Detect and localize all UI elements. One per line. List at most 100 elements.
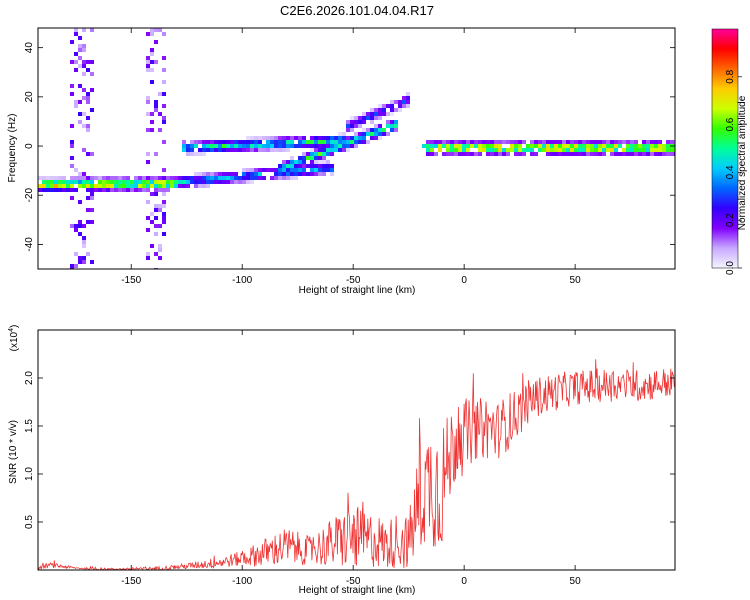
spectrogram-cell xyxy=(302,152,306,156)
spectrogram-cell xyxy=(506,140,510,144)
y-tick-label: 1.5 xyxy=(24,419,35,433)
spectrogram-cell xyxy=(534,144,538,148)
spectrogram-cell xyxy=(290,140,294,144)
spectrogram-cell xyxy=(582,152,586,156)
spectrogram-cell xyxy=(458,144,462,148)
snr-x-ticks: -150 -100 -50 0 50 xyxy=(121,330,581,587)
spectrogram-cell xyxy=(258,168,262,172)
spectrogram-cell xyxy=(338,140,342,144)
spectrogram-cell xyxy=(298,156,302,160)
spectrogram-cell xyxy=(474,144,478,148)
spectrogram-cell xyxy=(218,180,222,184)
colorbar-gradient xyxy=(711,28,739,269)
spectrogram-cell xyxy=(302,164,306,168)
spectrogram-cell xyxy=(194,144,198,148)
spectrogram-cell xyxy=(230,172,234,176)
spectrogram-cell xyxy=(386,112,390,116)
y-tick-label: 20 xyxy=(24,91,35,103)
spectrogram-cell xyxy=(494,152,498,156)
spectrogram-cell xyxy=(262,136,266,140)
spectrogram-cell xyxy=(266,136,270,140)
spectrogram-cell xyxy=(406,100,410,104)
spectrogram-cell xyxy=(626,152,630,156)
spectrogram-cell xyxy=(622,152,626,156)
spectrogram-cell xyxy=(490,152,494,156)
spectrogram-cell xyxy=(286,176,290,180)
spectrogram-cell xyxy=(662,152,666,156)
spectrogram-cell xyxy=(298,144,302,148)
spectrogram-cell xyxy=(222,180,226,184)
spectrogram-cell xyxy=(486,152,490,156)
x-tick-label: -100 xyxy=(232,576,252,587)
spectrogram-cell xyxy=(202,172,206,176)
spectrogram-cell xyxy=(670,148,674,152)
spectrogram-cell xyxy=(270,140,274,144)
spectrogram-cell xyxy=(606,148,610,152)
spectrogram-cell xyxy=(42,184,46,188)
spectrogram-cell xyxy=(126,176,130,180)
spectrogram-cell xyxy=(182,176,186,180)
spectrogram-cell xyxy=(122,176,126,180)
spectrogram-cell xyxy=(70,140,74,144)
spectrogram-cell xyxy=(498,140,502,144)
spectrogram-cell xyxy=(38,176,42,180)
spectrogram-cell xyxy=(162,32,166,36)
spectrogram-cell xyxy=(394,124,398,128)
spectrogram-cell xyxy=(610,152,614,156)
spectrogram-cell xyxy=(270,136,274,140)
spectrogram-cell xyxy=(322,172,326,176)
spectrogram-cell xyxy=(110,180,114,184)
spectrogram-cell xyxy=(310,136,314,140)
spectrogram-cell xyxy=(578,148,582,152)
spectrogram-cell xyxy=(274,136,278,140)
spectrogram-cell xyxy=(382,132,386,136)
spectrogram-cell xyxy=(82,180,86,184)
spectrogram-cell xyxy=(318,160,322,164)
spectrogram-cell xyxy=(78,256,82,260)
spectrogram-cell xyxy=(282,176,286,180)
spectrogram-cell xyxy=(650,152,654,156)
spectrogram-cell xyxy=(478,140,482,144)
spectrogram-cell xyxy=(210,172,214,176)
spectrogram-cell xyxy=(254,140,258,144)
spectrogram-cell xyxy=(254,176,258,180)
spectrogram-cell xyxy=(290,156,294,160)
spectrogram-cell xyxy=(278,164,282,168)
spectrogram-cell xyxy=(78,84,82,88)
spectrogram-cell xyxy=(402,100,406,104)
spectrogram-cell xyxy=(194,176,198,180)
spectrogram-cell xyxy=(330,172,334,176)
spectrogram-cell xyxy=(74,32,78,36)
spectrogram-cell xyxy=(326,148,330,152)
spectrogram-cell xyxy=(146,256,150,260)
spectrogram-cell xyxy=(150,220,154,224)
spectrogram-cell xyxy=(470,140,474,144)
spectrogram-cell xyxy=(98,180,102,184)
y-tick-label: 40 xyxy=(24,42,35,54)
spectrogram-cell xyxy=(578,140,582,144)
spectrogram-cell xyxy=(542,148,546,152)
spectrogram-cell xyxy=(314,140,318,144)
spectrogram-cell xyxy=(518,144,522,148)
spectrogram-cell xyxy=(150,52,154,56)
spectrogram-cell xyxy=(262,176,266,180)
spectrogram-cell xyxy=(158,188,162,192)
spectrogram-cell xyxy=(318,152,322,156)
spectrogram-cell xyxy=(646,148,650,152)
spectrogram-cell xyxy=(78,120,82,124)
spectrogram-cell xyxy=(242,148,246,152)
spectrogram-cell xyxy=(162,176,166,180)
spectrogram-cell xyxy=(234,144,238,148)
spectrogram-cell xyxy=(306,156,310,160)
spectrogram-cell xyxy=(190,140,194,144)
spectrogram-cell xyxy=(562,148,566,152)
spectrogram-cell xyxy=(270,176,274,180)
spectrogram-cell xyxy=(322,168,326,172)
spectrogram-cell xyxy=(666,148,670,152)
spectrogram-cell xyxy=(82,236,86,240)
spectrogram-cell xyxy=(358,140,362,144)
snr-scale-suffix: ) xyxy=(9,325,20,328)
spectrogram-cell xyxy=(426,144,430,148)
spectrogram-cell xyxy=(614,152,618,156)
spectrogram-cell xyxy=(526,148,530,152)
